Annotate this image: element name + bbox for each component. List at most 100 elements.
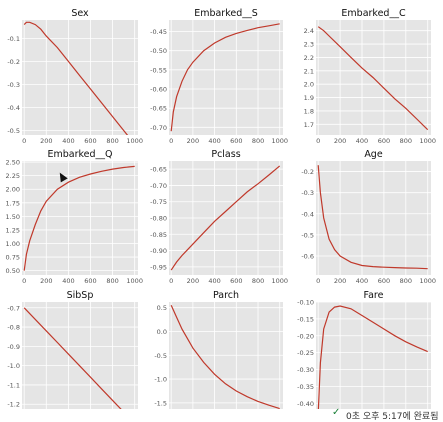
y-tick-label: -0.15 — [297, 315, 314, 323]
y-tick-label: 0.75 — [6, 254, 20, 262]
y-tick-label: 1.50 — [6, 213, 20, 221]
x-tick-label: 400 — [356, 277, 368, 285]
chart-panel: -0.7-0.8-0.9-1.0-1.1-1.20200400600800100… — [7, 290, 143, 420]
y-tick-label: -0.3 — [7, 81, 20, 89]
y-tick-label: -0.4 — [301, 210, 314, 218]
x-tick-label: 600 — [84, 137, 96, 145]
y-tick-label: 2.25 — [6, 172, 20, 180]
series-line — [23, 307, 123, 410]
x-tick-label: 0 — [169, 277, 173, 285]
y-tick-label: 1.25 — [6, 226, 20, 234]
y-tick-label: 2.0 — [304, 81, 314, 89]
check-icon: ✓ — [332, 407, 341, 418]
x-tick-label: 400 — [208, 277, 220, 285]
x-tick-label: 600 — [378, 277, 390, 285]
y-tick-label: 2.3 — [304, 41, 314, 49]
y-tick-label: 2.50 — [6, 159, 20, 167]
y-tick-label: 1.7 — [304, 121, 314, 129]
y-tick-label: -0.70 — [150, 182, 167, 190]
plot-area — [316, 161, 431, 275]
plot-area — [316, 302, 431, 410]
y-tick-label: -0.30 — [297, 366, 314, 374]
chart-title: Sex — [71, 8, 89, 19]
x-tick-label: 0 — [316, 277, 320, 285]
plot-area — [169, 20, 283, 135]
y-tick-label: -0.45 — [150, 28, 167, 36]
x-tick-label: 1000 — [126, 277, 143, 285]
y-tick-label: -0.1 — [7, 35, 20, 43]
chart-title: Embarked__C — [341, 8, 406, 19]
y-tick-label: 1.75 — [6, 199, 20, 207]
chart-title: Embarked__S — [194, 8, 258, 19]
y-tick-label: -0.80 — [150, 215, 167, 223]
x-tick-label: 200 — [334, 137, 346, 145]
y-tick-label: 2.4 — [304, 27, 314, 35]
x-tick-label: 400 — [356, 137, 368, 145]
y-tick-label: -0.2 — [7, 58, 20, 66]
y-tick-label: -0.70 — [150, 124, 167, 132]
y-tick-label: -0.2 — [301, 168, 314, 176]
series-line — [170, 23, 280, 132]
x-tick-label: 200 — [334, 277, 346, 285]
y-tick-label: -0.10 — [297, 299, 314, 307]
x-tick-label: 200 — [40, 137, 52, 145]
y-tick-label: -0.25 — [297, 349, 314, 357]
chart-title: Parch — [213, 290, 239, 301]
plot-area — [169, 302, 283, 410]
plot-area — [22, 161, 138, 275]
x-tick-label: 800 — [252, 277, 264, 285]
x-tick-label: 200 — [40, 277, 52, 285]
y-tick-label: 0.5 — [157, 304, 167, 312]
chart-panel: -0.45 -0.50 -0.55 -0.60 -0.65 -0.700 200 400 600… — [150, 8, 288, 145]
y-tick-label: 1.8 — [304, 107, 314, 115]
x-tick-label: 200 — [187, 137, 199, 145]
chart-panel: -0.1 -0.2 -0.3 -0.4 -0.50 200 400 600 800 1000 Sex — [7, 8, 143, 145]
chart-title: SibSp — [67, 290, 94, 301]
chart-panel: -0.65 -0.70 -0.75 -0.80 -0.85 -0.90 -0.950 200 4… — [150, 149, 288, 285]
x-tick-label: 1000 — [271, 277, 288, 285]
x-tick-label: 0 — [316, 137, 320, 145]
chart-title: Fare — [364, 290, 384, 301]
y-tick-label: -0.8 — [7, 324, 20, 332]
x-tick-label: 800 — [400, 137, 412, 145]
y-tick-label: -0.9 — [7, 343, 20, 351]
y-tick-label: -0.35 — [297, 383, 314, 391]
y-tick-label: -0.7 — [7, 304, 20, 312]
y-tick-label: -0.50 — [150, 47, 167, 55]
y-tick-label: -0.20 — [297, 332, 314, 340]
x-tick-label: 0 — [22, 137, 26, 145]
y-tick-label: -1.0 — [154, 376, 167, 384]
series-line — [23, 21, 129, 135]
x-tick-label: 600 — [84, 277, 96, 285]
status-bar: ✓ 0초 오후 5:17에 완료됨 — [0, 407, 443, 422]
x-tick-label: 400 — [62, 277, 74, 285]
y-tick-label: -0.5 — [7, 127, 20, 135]
y-tick-label: -0.95 — [150, 263, 167, 271]
y-tick-label: 2.00 — [6, 186, 20, 194]
series-line — [170, 305, 280, 410]
chart-panel: -0.10-0.15-0.20-0.25-0.30-0.35-0.4002004… — [297, 290, 436, 420]
x-tick-label: 1000 — [419, 137, 436, 145]
chart-panel: -0.2 -0.3 -0.4 -0.5 -0.6 0 200 400 600 800 1000 Age — [301, 149, 436, 285]
y-tick-label: 2.1 — [304, 67, 314, 75]
x-tick-label: 800 — [106, 137, 118, 145]
x-tick-label: 1000 — [126, 137, 143, 145]
y-tick-label: 2.2 — [304, 54, 314, 62]
y-tick-label: 0.50 — [6, 267, 20, 275]
y-tick-label: 0.0 — [157, 328, 167, 336]
x-tick-label: 400 — [62, 137, 74, 145]
plot-area — [22, 20, 138, 135]
x-tick-label: 600 — [230, 137, 242, 145]
series-line — [23, 165, 135, 271]
y-tick-label: -0.90 — [150, 247, 167, 255]
y-tick-label: -0.5 — [301, 231, 314, 239]
status-message: 0초 오후 5:17에 완료됨 — [346, 412, 439, 422]
chart-title: Embarked__Q — [47, 149, 112, 160]
x-tick-label: 1000 — [271, 137, 288, 145]
y-tick-label: -1.0 — [7, 362, 20, 370]
y-tick-label: -0.4 — [7, 104, 20, 112]
series-line — [317, 165, 428, 270]
x-tick-label: 800 — [252, 137, 264, 145]
chart-panel: 0.50.0-0.5-1.0-1.502004006008001000Parch — [154, 290, 288, 420]
